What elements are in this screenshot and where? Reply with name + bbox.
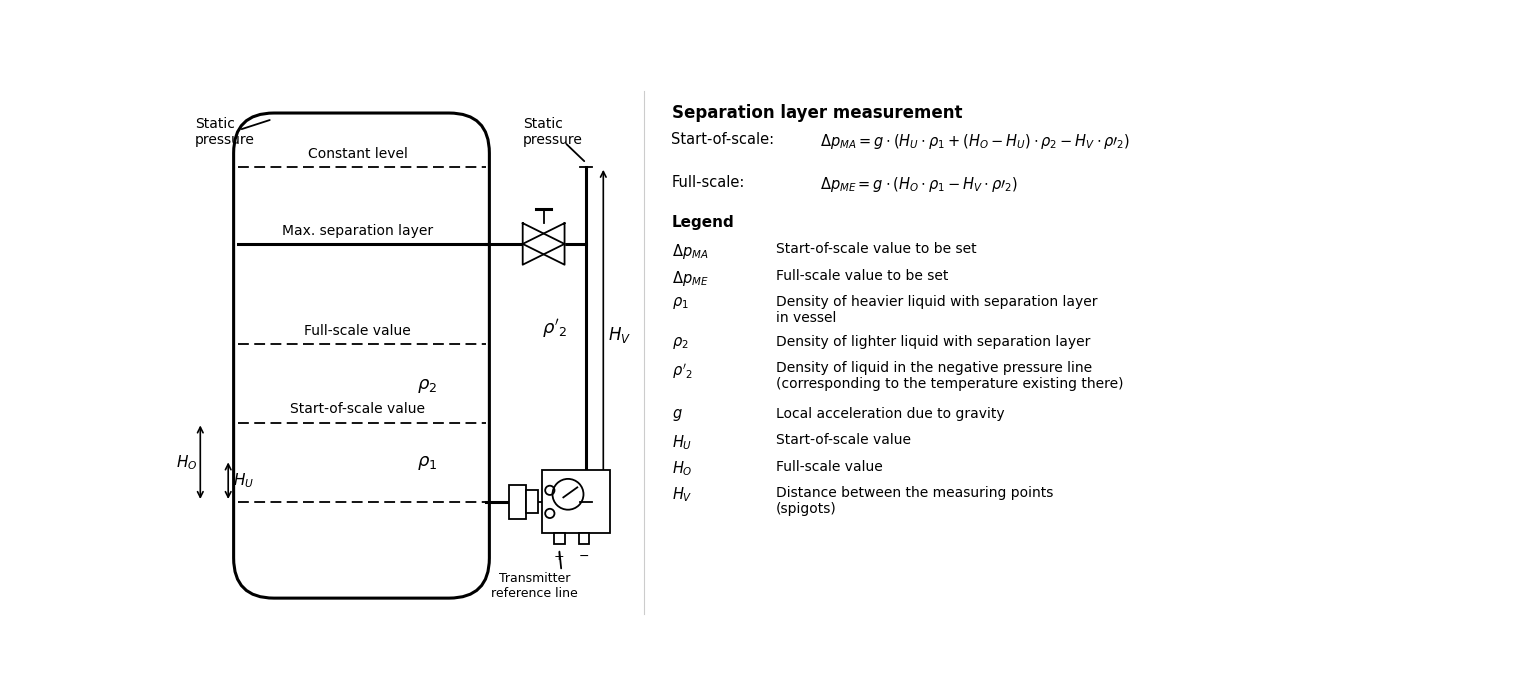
Text: $H_V$: $H_V$: [671, 486, 692, 505]
Text: −: −: [579, 551, 590, 563]
Text: Static
pressure: Static pressure: [523, 117, 582, 147]
Text: Transmitter
reference line: Transmitter reference line: [490, 572, 578, 600]
Text: Start-of-scale value: Start-of-scale value: [290, 403, 425, 417]
Text: Constant level: Constant level: [307, 147, 408, 161]
Text: Density of lighter liquid with separation layer: Density of lighter liquid with separatio…: [776, 335, 1091, 349]
Text: $H_O$: $H_O$: [176, 453, 197, 472]
Text: $\Delta p_{ME}$: $\Delta p_{ME}$: [671, 269, 707, 288]
Text: $\rho_2$: $\rho_2$: [671, 335, 688, 351]
Bar: [579, 533, 590, 544]
Text: Start-of-scale value to be set: Start-of-scale value to be set: [776, 242, 976, 256]
Text: Max. separation layer: Max. separation layer: [283, 224, 432, 238]
Text: $g$: $g$: [671, 407, 681, 423]
Text: Full-scale:: Full-scale:: [671, 174, 744, 190]
Bar: [526, 490, 538, 514]
Text: $\rho'_2$: $\rho'_2$: [671, 361, 692, 380]
Bar: [542, 470, 610, 533]
Text: $\rho_1$: $\rho_1$: [671, 295, 688, 311]
Bar: [553, 533, 564, 544]
Text: Start-of-scale value: Start-of-scale value: [776, 433, 911, 447]
Text: Separation layer measurement: Separation layer measurement: [671, 104, 963, 121]
Text: Full-scale value: Full-scale value: [304, 324, 411, 338]
Text: Density of liquid in the negative pressure line
(corresponding to the temperatur: Density of liquid in the negative pressu…: [776, 361, 1123, 391]
Text: Full-scale value to be set: Full-scale value to be set: [776, 269, 949, 283]
Text: $H_U$: $H_U$: [232, 471, 254, 490]
Text: $\rho_2$: $\rho_2$: [417, 378, 437, 395]
Text: $H_O$: $H_O$: [671, 459, 692, 478]
Text: Legend: Legend: [671, 215, 735, 230]
Text: $H_V$: $H_V$: [608, 325, 631, 345]
Text: +: +: [553, 551, 564, 563]
Polygon shape: [523, 223, 564, 265]
Bar: [509, 485, 526, 519]
Text: Local acceleration due to gravity: Local acceleration due to gravity: [776, 407, 1005, 421]
Text: Start-of-scale:: Start-of-scale:: [671, 132, 775, 147]
Text: $\rho'_2$: $\rho'_2$: [542, 317, 567, 340]
Text: $\Delta p_{ME} = g \cdot (H_O \cdot \rho_1 - H_V \cdot \rho\prime_2)$: $\Delta p_{ME} = g \cdot (H_O \cdot \rho…: [821, 174, 1018, 193]
Text: $\rho_1$: $\rho_1$: [417, 454, 437, 473]
Text: $\Delta p_{MA}$: $\Delta p_{MA}$: [671, 242, 707, 261]
Polygon shape: [523, 223, 564, 265]
Text: $H_U$: $H_U$: [671, 433, 692, 452]
Text: Full-scale value: Full-scale value: [776, 459, 883, 473]
Text: Density of heavier liquid with separation layer
in vessel: Density of heavier liquid with separatio…: [776, 295, 1097, 325]
Text: Distance between the measuring points
(spigots): Distance between the measuring points (s…: [776, 486, 1053, 516]
Text: $\Delta p_{MA} = g \cdot (H_U \cdot \rho_1 + (H_O - H_U) \cdot \rho_2 - H_V \cdo: $\Delta p_{MA} = g \cdot (H_U \cdot \rho…: [821, 132, 1131, 151]
Text: Static
pressure: Static pressure: [196, 117, 255, 147]
